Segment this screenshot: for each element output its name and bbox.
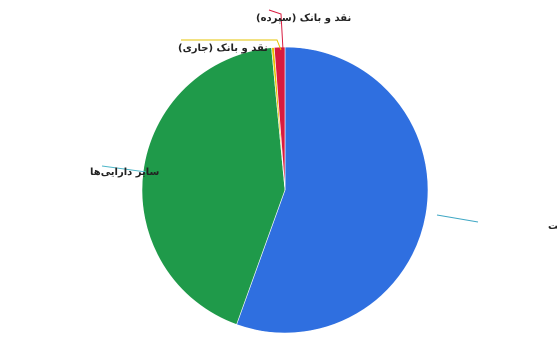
slice-label-3: نقد و بانک (سپرده) (256, 13, 351, 24)
slice-label-2: نقد و بانک (جاری) (178, 43, 268, 54)
pie-labels: اوراق مشارکت سایر دارایی‌ها نقد و بانک (جا… (90, 13, 557, 232)
pie-leader-lines (101, 9, 479, 223)
slice-label-1: سایر دارایی‌ها (90, 167, 160, 178)
leader-line-0 (436, 214, 479, 223)
leader-line-3 (268, 9, 284, 51)
leader-line-2 (181, 39, 282, 51)
slice-label-0: اوراق مشارکت (548, 221, 557, 232)
pie-slice-0 (236, 46, 429, 334)
pie-slices (141, 46, 429, 334)
leader-line-1 (101, 165, 147, 173)
